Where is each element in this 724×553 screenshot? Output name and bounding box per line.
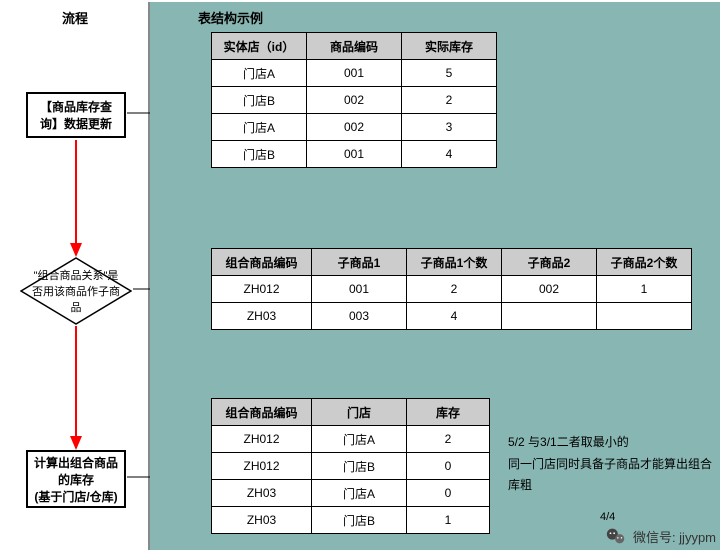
table-cell: 1 bbox=[407, 507, 490, 534]
flow-diamond: "组合商品关系"是否用该商品作子商品 bbox=[20, 257, 132, 325]
table-header-cell: 门店 bbox=[312, 399, 407, 426]
table-header-cell: 商品编码 bbox=[307, 33, 402, 60]
table-row: ZH012门店A2 bbox=[212, 426, 490, 453]
table-cell: 5 bbox=[402, 60, 497, 87]
table-cell: 001 bbox=[312, 276, 407, 303]
note-line2: 同一门店同时具备子商品才能算出组合库粗 bbox=[508, 454, 718, 497]
table-cell: 4 bbox=[402, 141, 497, 168]
table-cell: 门店B bbox=[212, 87, 307, 114]
table-cell: 001 bbox=[307, 141, 402, 168]
table-cell bbox=[597, 303, 692, 330]
table-row: ZH03门店A0 bbox=[212, 480, 490, 507]
flow-box-query: 【商品库存查询】数据更新 bbox=[26, 92, 126, 138]
table-cell: 002 bbox=[502, 276, 597, 303]
table-cell: 门店B bbox=[212, 141, 307, 168]
wechat-icon bbox=[605, 525, 627, 547]
table-cell: 1 bbox=[597, 276, 692, 303]
example-header: 表结构示例 bbox=[150, 2, 720, 27]
table-header-cell: 子商品1个数 bbox=[407, 249, 502, 276]
table-header-cell: 实际库存 bbox=[402, 33, 497, 60]
table-cell: 001 bbox=[307, 60, 402, 87]
table-row: 门店B0014 bbox=[212, 141, 497, 168]
table-cell: ZH03 bbox=[212, 480, 312, 507]
table-cell: 2 bbox=[402, 87, 497, 114]
flow-box-compute-label: 计算出组合商品的库存 (基于门店/仓库) bbox=[32, 454, 120, 505]
table-cell: 0 bbox=[407, 453, 490, 480]
table-inventory: 实体店（id）商品编码实际库存门店A0015门店B0022门店A0023门店B0… bbox=[211, 32, 497, 168]
table-row: ZH012门店B0 bbox=[212, 453, 490, 480]
table-row: ZH030034 bbox=[212, 303, 692, 330]
wechat-badge: 微信号: jjyypm bbox=[605, 525, 716, 547]
flow-box-query-label: 【商品库存查询】数据更新 bbox=[32, 98, 120, 132]
flow-header: 流程 bbox=[2, 2, 148, 27]
table-cell: 002 bbox=[307, 87, 402, 114]
table-header-cell: 库存 bbox=[407, 399, 490, 426]
table-cell: 门店A bbox=[312, 480, 407, 507]
flow-diamond-label: "组合商品关系"是否用该商品作子商品 bbox=[20, 257, 132, 325]
table-cell: 4 bbox=[407, 303, 502, 330]
table-row: ZH03门店B1 bbox=[212, 507, 490, 534]
table-cell: ZH03 bbox=[212, 507, 312, 534]
table-cell: 3 bbox=[402, 114, 497, 141]
table-row: 门店B0022 bbox=[212, 87, 497, 114]
table-header-cell: 组合商品编码 bbox=[212, 399, 312, 426]
table-cell: 2 bbox=[407, 426, 490, 453]
table-header-cell: 组合商品编码 bbox=[212, 249, 312, 276]
table-cell: ZH012 bbox=[212, 453, 312, 480]
table-header-cell: 子商品2个数 bbox=[597, 249, 692, 276]
table-cell bbox=[502, 303, 597, 330]
table-cell: 002 bbox=[307, 114, 402, 141]
wechat-text: 微信号: jjyypm bbox=[633, 527, 716, 546]
table-cell: 2 bbox=[407, 276, 502, 303]
table-cell: 门店A bbox=[212, 114, 307, 141]
table-header-cell: 子商品1 bbox=[312, 249, 407, 276]
table-row: ZH01200120021 bbox=[212, 276, 692, 303]
table-header-cell: 实体店（id） bbox=[212, 33, 307, 60]
table-cell: 0 bbox=[407, 480, 490, 507]
table-combo-relation: 组合商品编码子商品1子商品1个数子商品2子商品2个数ZH01200120021Z… bbox=[211, 248, 692, 330]
note-line1: 5/2 与3/1二者取最小的 bbox=[508, 432, 718, 454]
table-cell: 门店A bbox=[312, 426, 407, 453]
table-combo-stock: 组合商品编码门店库存ZH012门店A2ZH012门店B0ZH03门店A0ZH03… bbox=[211, 398, 490, 534]
flow-box-compute: 计算出组合商品的库存 (基于门店/仓库) bbox=[26, 450, 126, 508]
notes: 5/2 与3/1二者取最小的 同一门店同时具备子商品才能算出组合库粗 bbox=[508, 432, 718, 497]
flow-column: 流程 【商品库存查询】数据更新 "组合商品关系"是否用该商品作子商品 计算出组合… bbox=[2, 2, 150, 550]
table-cell: 门店B bbox=[312, 507, 407, 534]
table-row: 门店A0015 bbox=[212, 60, 497, 87]
table-cell: ZH012 bbox=[212, 426, 312, 453]
table-row: 门店A0023 bbox=[212, 114, 497, 141]
table-header-cell: 子商品2 bbox=[502, 249, 597, 276]
table-cell: 003 bbox=[312, 303, 407, 330]
table-cell: ZH03 bbox=[212, 303, 312, 330]
table-cell: 门店B bbox=[312, 453, 407, 480]
table-cell: ZH012 bbox=[212, 276, 312, 303]
table-cell: 门店A bbox=[212, 60, 307, 87]
